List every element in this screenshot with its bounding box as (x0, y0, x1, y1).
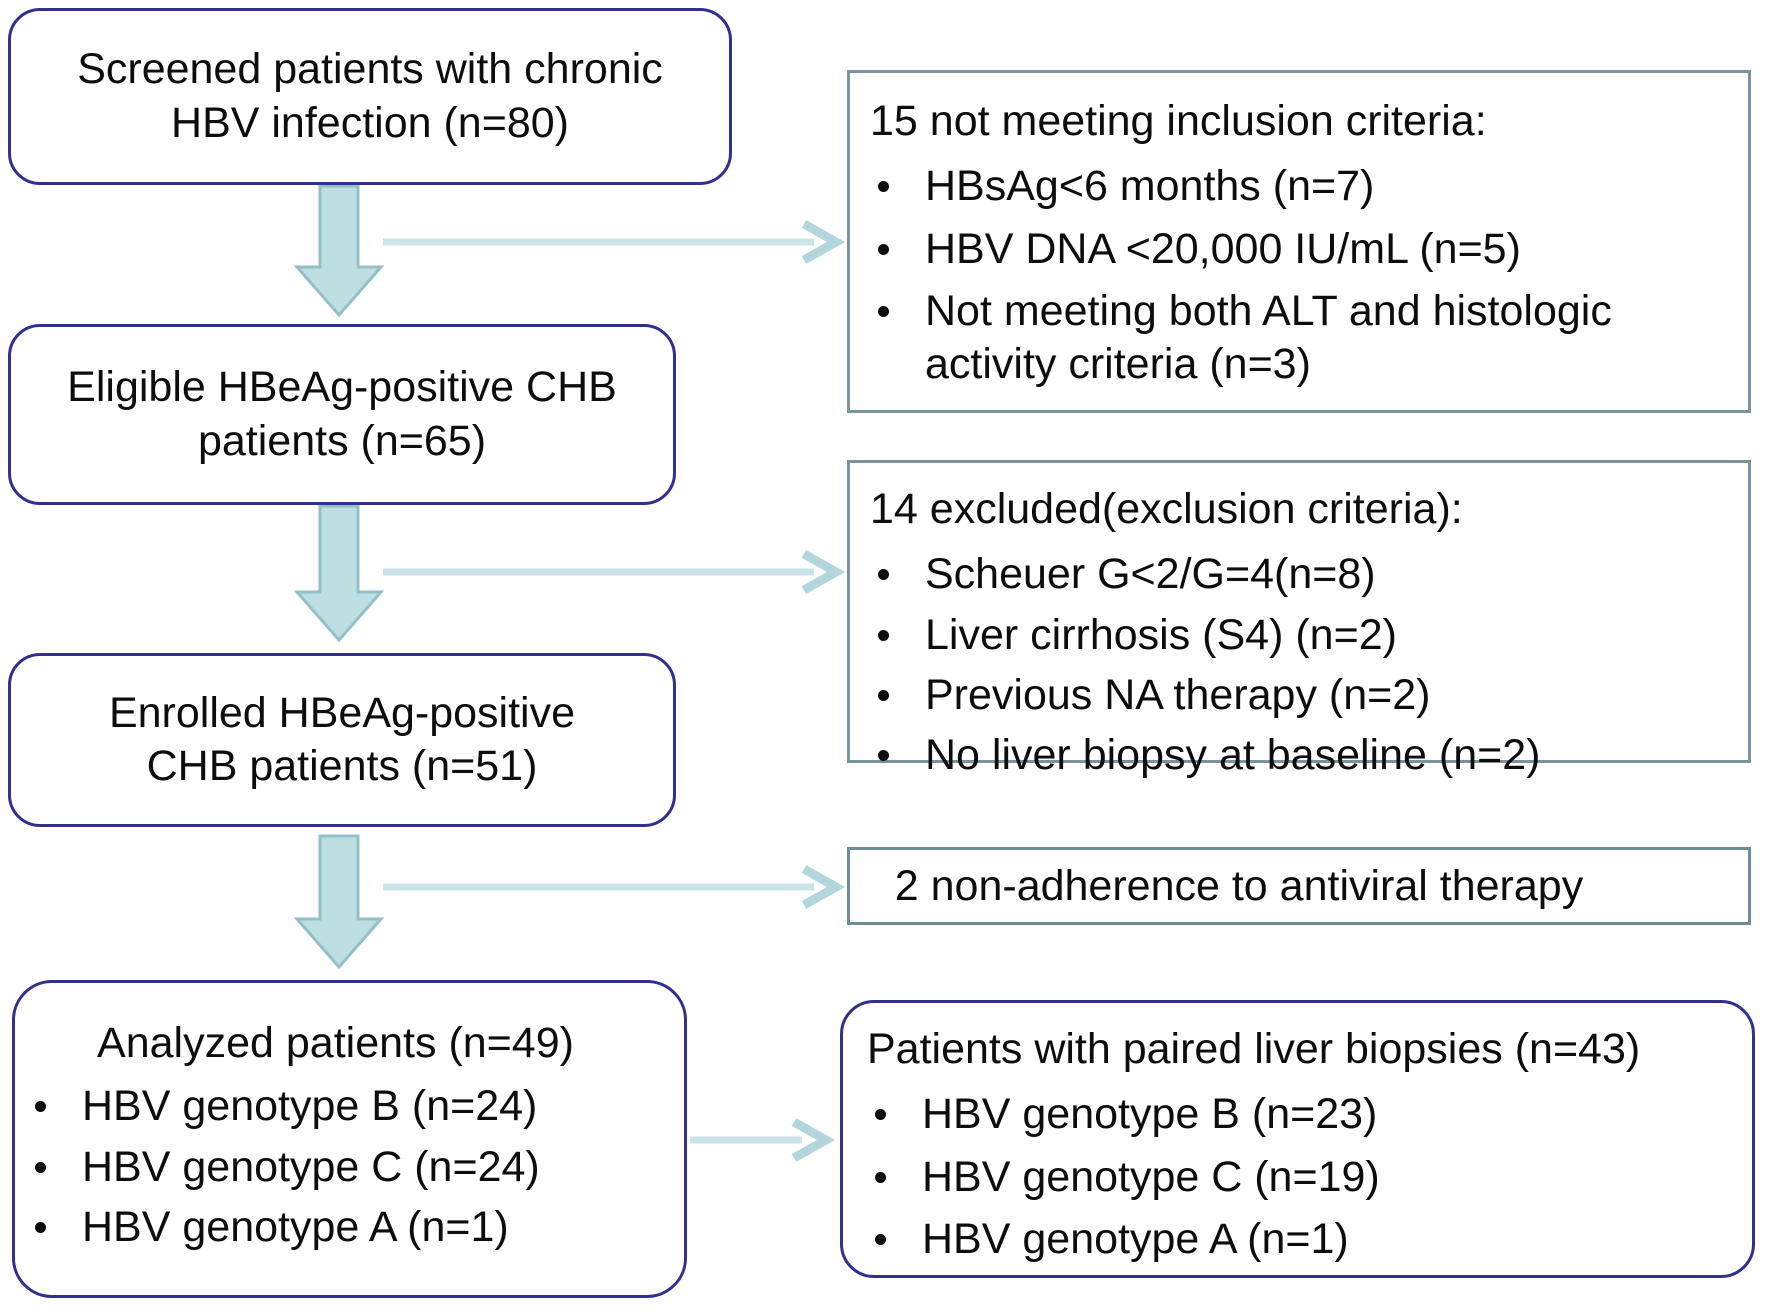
bullet-icon (35, 1101, 46, 1113)
bullet-icon (878, 305, 889, 317)
not-meeting-inclusion-box: 15 not meeting inclusion criteria: HBsAg… (847, 70, 1751, 413)
list-item: HBV genotype B (n=23) (867, 1088, 1728, 1141)
analyzed-genotype-b: HBV genotype B (n=24) (82, 1082, 538, 1131)
list-item: Scheuer G<2/G=4(n=8) (870, 548, 1720, 601)
list-item: HBV genotype C (n=19) (867, 1151, 1728, 1204)
list-item: HBV genotype B (n=24) (27, 1080, 670, 1133)
non-adherence-text: 2 non-adherence to antiviral therapy (894, 861, 1584, 910)
enrolled-patients-box: Enrolled HBeAg-positive CHB patients (n=… (8, 653, 676, 827)
enrolled-line-1: Enrolled HBeAg-positive (108, 688, 576, 737)
bullet-icon (878, 750, 889, 762)
not-meeting-item-1: HBsAg<6 months (n=7) (925, 162, 1375, 211)
side-arrow-non-adherence (383, 865, 846, 909)
list-item: Not meeting both ALT and histologic acti… (870, 285, 1720, 392)
excluded-item-4: No liver biopsy at baseline (n=2) (925, 731, 1541, 780)
bullet-icon (878, 629, 889, 641)
not-meeting-item-3: Not meeting both ALT and histologic acti… (925, 286, 1612, 389)
not-meeting-title: 15 not meeting inclusion criteria: (870, 97, 1487, 145)
bullet-icon (875, 1171, 886, 1183)
list-item: HBV DNA <20,000 IU/mL (n=5) (870, 223, 1720, 276)
list-item: HBV genotype A (n=1) (867, 1213, 1728, 1266)
excluded-item-1: Scheuer G<2/G=4(n=8) (925, 550, 1376, 599)
enrolled-line-2: CHB patients (n=51) (146, 742, 538, 790)
list-item: Liver cirrhosis (S4) (n=2) (870, 609, 1720, 662)
analyzed-genotype-a: HBV genotype A (n=1) (82, 1202, 509, 1251)
bullet-icon (35, 1161, 46, 1173)
screened-line-1: Screened patients with chronic (77, 45, 663, 94)
bullet-icon (878, 243, 889, 255)
paired-biopsies-box: Patients with paired liver biopsies (n=4… (840, 1000, 1755, 1278)
down-arrow-2 (293, 504, 385, 643)
analyzed-patients-box: Analyzed patients (n=49) HBV genotype B … (12, 980, 687, 1298)
list-item: HBV genotype A (n=1) (27, 1201, 670, 1254)
analyzed-genotype-c: HBV genotype C (n=24) (82, 1142, 540, 1191)
side-arrow-not-meeting (383, 220, 846, 264)
bullet-icon (35, 1221, 46, 1233)
list-item: HBV genotype C (n=24) (27, 1141, 670, 1194)
bullet-icon (878, 181, 889, 193)
bullet-icon (878, 689, 889, 701)
excluded-item-3: Previous NA therapy (n=2) (925, 670, 1431, 719)
bullet-icon (878, 569, 889, 581)
paired-genotype-a: HBV genotype A (n=1) (922, 1214, 1349, 1263)
not-meeting-item-2: HBV DNA <20,000 IU/mL (n=5) (925, 224, 1521, 273)
excluded-item-2: Liver cirrhosis (S4) (n=2) (925, 610, 1397, 659)
eligible-line-1: Eligible HBeAg-positive CHB (67, 363, 617, 412)
non-adherence-box: 2 non-adherence to antiviral therapy (847, 847, 1751, 925)
paired-genotype-c: HBV genotype C (n=19) (922, 1152, 1380, 1201)
side-arrow-excluded (383, 550, 846, 594)
bullet-icon (875, 1233, 886, 1245)
list-item: HBsAg<6 months (n=7) (870, 160, 1720, 213)
list-item: Previous NA therapy (n=2) (870, 669, 1720, 722)
excluded-box: 14 excluded(exclusion criteria): Scheuer… (847, 460, 1751, 779)
screened-line-2: HBV infection (n=80) (171, 98, 569, 147)
analyzed-title: Analyzed patients (n=49) (97, 1018, 574, 1067)
excluded-title: 14 excluded(exclusion criteria): (870, 485, 1463, 533)
eligible-patients-box: Eligible HBeAg-positive CHB patients (n=… (8, 324, 676, 505)
list-item: No liver biopsy at baseline (n=2) (870, 729, 1720, 782)
paired-genotype-b: HBV genotype B (n=23) (922, 1090, 1378, 1139)
screened-patients-box: Screened patients with chronic HBV infec… (8, 8, 732, 185)
down-arrow-3 (293, 834, 385, 970)
paired-title: Patients with paired liver biopsies (n=4… (867, 1025, 1641, 1073)
bullet-icon (875, 1109, 886, 1121)
side-arrow-paired (690, 1118, 836, 1162)
down-arrow-1 (293, 184, 385, 318)
eligible-line-2: patients (n=65) (197, 416, 487, 465)
